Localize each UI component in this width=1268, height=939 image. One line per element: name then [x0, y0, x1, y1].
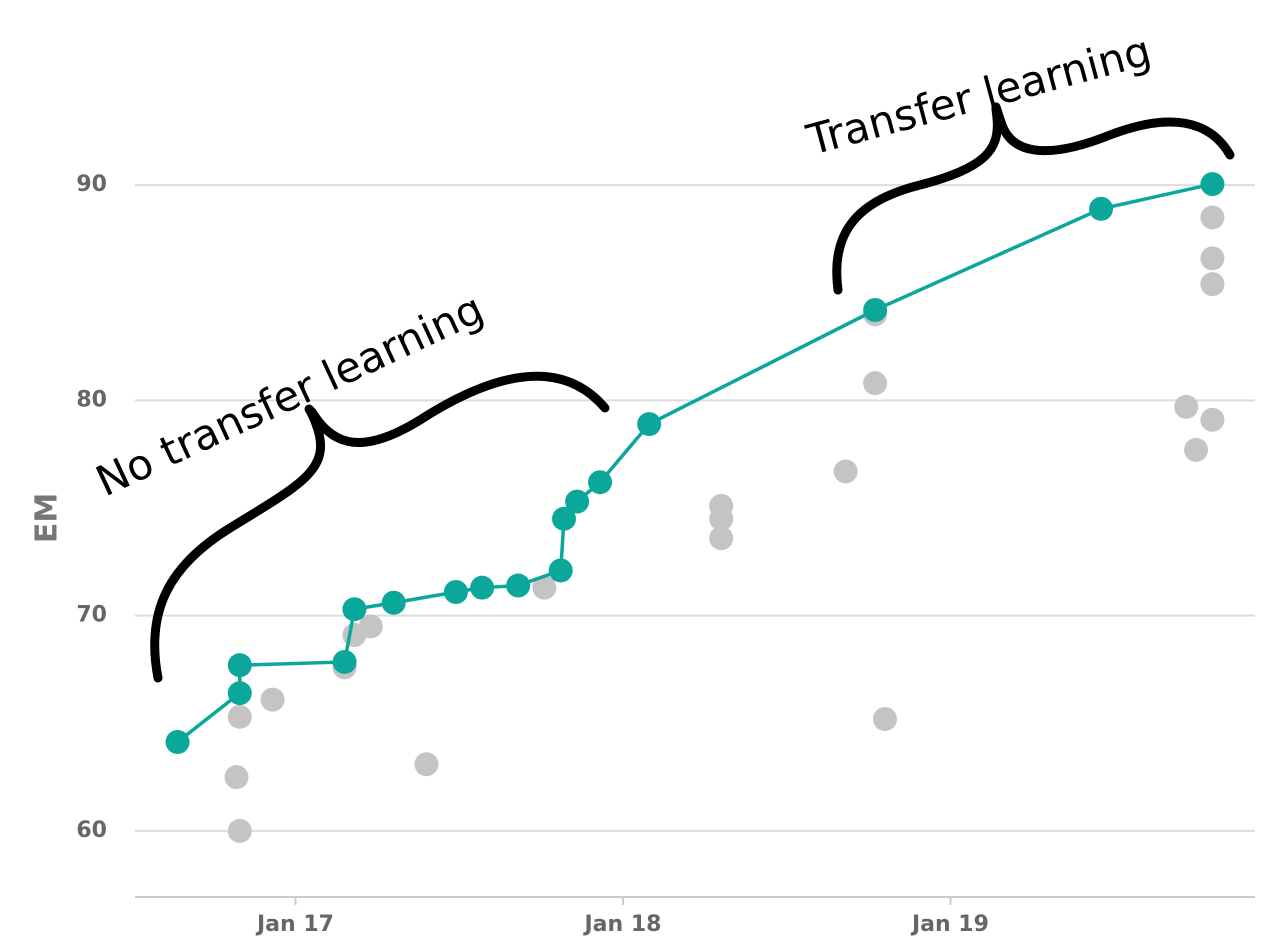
point [227, 681, 252, 706]
line [176, 182, 1213, 744]
point [381, 590, 406, 615]
point [358, 614, 383, 639]
point [1200, 172, 1225, 197]
point [637, 412, 662, 437]
y-axis-label: EM [30, 493, 65, 543]
point [863, 298, 888, 323]
point [506, 573, 531, 598]
point [227, 704, 252, 729]
point [443, 579, 468, 604]
point [863, 371, 888, 396]
point [414, 752, 439, 777]
point [1184, 437, 1209, 462]
point [833, 459, 858, 484]
point [548, 558, 573, 583]
point [872, 706, 897, 731]
point [260, 687, 285, 712]
point [709, 506, 734, 531]
y-tick-label: 80 [76, 387, 107, 412]
point [532, 575, 557, 600]
brace [832, 102, 1235, 295]
point [565, 489, 590, 514]
point [227, 653, 252, 678]
point [1200, 272, 1225, 297]
point [342, 597, 367, 622]
point [227, 818, 252, 843]
y-tick-label: 60 [76, 818, 107, 843]
point [224, 765, 249, 790]
point [470, 575, 495, 600]
brace [150, 371, 610, 683]
point [165, 730, 190, 755]
y-tick-label: 70 [76, 603, 107, 628]
annotation: Transfer learning [801, 26, 1156, 165]
point [1174, 394, 1199, 419]
x-tick-label: Jan 18 [582, 912, 661, 937]
annotation: No transfer learning [89, 284, 491, 506]
point [1200, 246, 1225, 271]
point [552, 506, 577, 531]
point [332, 649, 357, 674]
point [1200, 205, 1225, 230]
point [1089, 196, 1114, 221]
x-tick-label: Jan 17 [255, 912, 334, 937]
point [588, 470, 613, 495]
y-tick-label: 90 [76, 172, 107, 197]
point [709, 526, 734, 551]
x-tick-label: Jan 19 [910, 912, 989, 937]
point [1200, 407, 1225, 432]
